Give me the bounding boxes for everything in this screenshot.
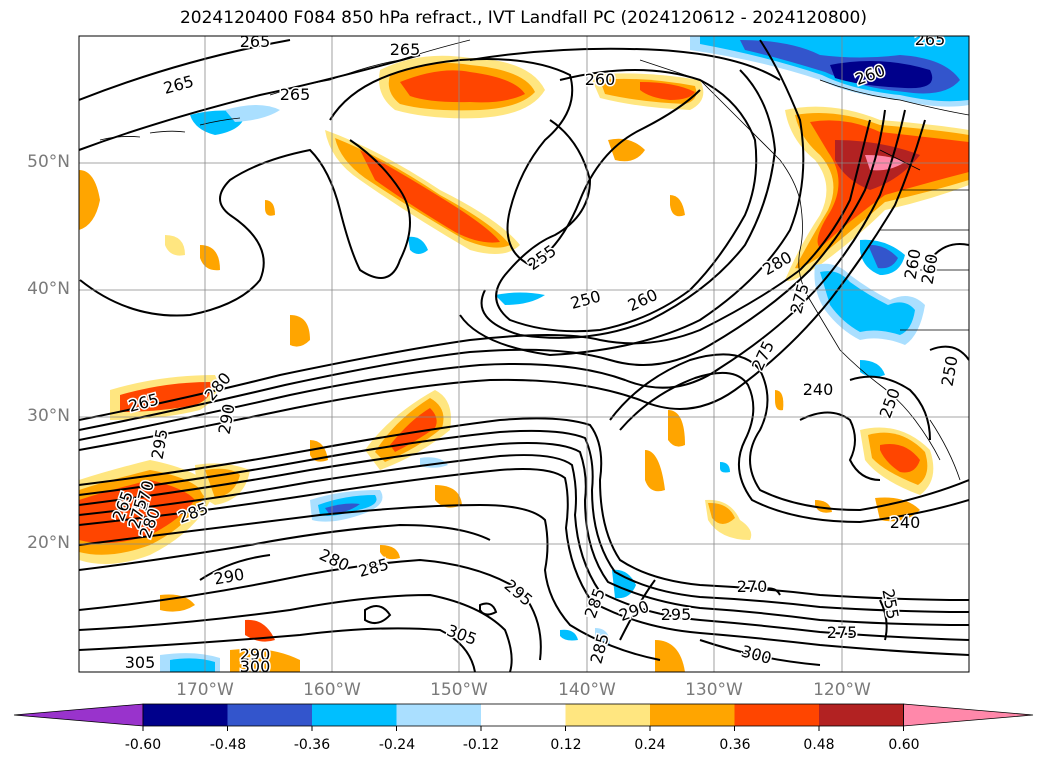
- ivt-contours: [79, 39, 969, 672]
- contour-label: 290: [240, 645, 271, 664]
- colorbar-extend-low: [13, 703, 144, 727]
- contour-label: 265: [390, 40, 421, 59]
- colorbar-tick: 0.12: [550, 737, 582, 753]
- contour-label: 265: [915, 30, 946, 49]
- contour-label: 300: [240, 657, 271, 676]
- lon-label-170w: 170°W: [176, 680, 234, 700]
- contour-label: 240: [803, 380, 834, 399]
- colorbar-swatch: [565, 704, 651, 726]
- lat-label-50n: 50°N: [27, 152, 70, 172]
- colorbar-swatch: [312, 704, 397, 726]
- colorbar-tick: 0.48: [803, 737, 835, 753]
- contour-label: 260: [585, 70, 616, 89]
- contour-label: 295: [661, 605, 692, 624]
- lat-label-30n: 30°N: [27, 406, 70, 426]
- colorbar-tick: -0.36: [293, 737, 331, 753]
- map-title: 2024120400 F084 850 hPa refract., IVT La…: [179, 8, 867, 28]
- lon-label-130w: 130°W: [685, 680, 743, 700]
- colorbar-swatch: [650, 704, 735, 726]
- colorbar-tick: -0.60: [124, 737, 162, 753]
- coastlines: [99, 39, 969, 481]
- contour-label: 270: [737, 577, 768, 596]
- colorbar-swatch: [143, 704, 228, 726]
- colorbar-swatch: [227, 704, 313, 726]
- colorbar-tick: 0.36: [719, 737, 751, 753]
- colorbar-swatch: [819, 704, 904, 726]
- colorbar-tick: 0.24: [634, 737, 666, 753]
- colorbar-swatch: [396, 704, 482, 726]
- colorbar-swatch: [481, 704, 566, 726]
- colorbar-extend-high: [903, 703, 1034, 727]
- colorbar: [13, 703, 1034, 731]
- lon-label-120w: 120°W: [813, 680, 871, 700]
- contour-label: 265: [280, 85, 311, 104]
- colorbar-frame: [142, 703, 904, 727]
- colorbar-tick: 0.60: [888, 737, 920, 753]
- colorbar-tick: -0.12: [462, 737, 500, 753]
- lon-label-150w: 150°W: [430, 680, 488, 700]
- colorbar-swatch: [734, 704, 820, 726]
- negative-shading: [160, 36, 969, 672]
- lon-label-140w: 140°W: [558, 680, 616, 700]
- colorbar-tick: -0.48: [209, 737, 247, 753]
- lat-label-40n: 40°N: [27, 279, 70, 299]
- contour-label: 305: [125, 653, 156, 672]
- graticule: [79, 36, 969, 672]
- contour-label: 265: [240, 32, 271, 51]
- contour-label: 275: [827, 623, 858, 642]
- colorbar-tick: -0.24: [378, 737, 416, 753]
- contour-label: 240: [890, 513, 921, 532]
- map-frame: [78, 35, 970, 673]
- lat-label-20n: 20°N: [27, 533, 70, 553]
- lon-label-160w: 160°W: [303, 680, 361, 700]
